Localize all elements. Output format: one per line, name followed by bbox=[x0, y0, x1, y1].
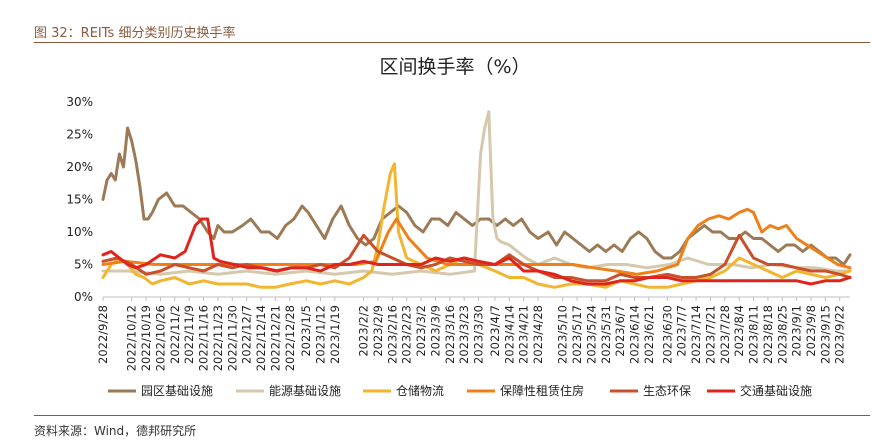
x-tick-label: 2023/7/14 bbox=[689, 305, 703, 364]
series-lines bbox=[101, 110, 852, 289]
x-tick-label: 2023/5/24 bbox=[584, 305, 598, 364]
x-tick-label: 2023/9/8 bbox=[804, 305, 818, 357]
x-tick-label: 2023/6/7 bbox=[613, 305, 627, 357]
x-tick-label: 2023/4/21 bbox=[517, 305, 531, 364]
x-tick-label: 2023/7/7 bbox=[675, 305, 689, 357]
x-tick-label: 2023/7/21 bbox=[703, 305, 717, 364]
x-tick-label: 2023/6/14 bbox=[628, 305, 642, 364]
y-tick-label: 5% bbox=[74, 258, 93, 272]
x-tick-label: 2023/3/2 bbox=[414, 305, 428, 357]
legend-label: 园区基础设施 bbox=[141, 384, 213, 398]
x-tick-label: 2023/8/4 bbox=[732, 305, 746, 357]
legend-label: 能源基础设施 bbox=[269, 384, 341, 398]
series-line bbox=[101, 126, 852, 266]
x-tick-label: 2022/12/7 bbox=[240, 305, 254, 364]
x-tick-label: 2023/9/22 bbox=[833, 305, 847, 364]
x-tick-label: 2023/4/14 bbox=[502, 305, 516, 364]
caption-divider bbox=[34, 42, 870, 43]
x-tick-label: 2023/8/11 bbox=[747, 305, 761, 364]
x-tick-label: 2022/12/21 bbox=[268, 305, 282, 371]
legend-label: 仓储物流 bbox=[396, 383, 444, 398]
y-tick-label: 15% bbox=[66, 193, 93, 207]
x-tick-label: 2023/4/7 bbox=[488, 305, 502, 357]
legend-label: 生态环保 bbox=[643, 384, 691, 398]
y-tick-label: 25% bbox=[66, 128, 93, 142]
y-tick-label: 0% bbox=[74, 290, 93, 304]
x-tick-label: 2023/6/30 bbox=[660, 305, 674, 364]
y-tick-label: 20% bbox=[66, 160, 93, 174]
x-tick-label: 2022/10/19 bbox=[139, 305, 153, 371]
x-tick-label: 2023/2/9 bbox=[371, 305, 385, 357]
x-tick-label: 2023/5/17 bbox=[570, 305, 584, 364]
series-line bbox=[101, 233, 852, 283]
x-tick-label: 2022/12/14 bbox=[254, 305, 268, 371]
x-tick-label: 2023/3/30 bbox=[472, 305, 486, 364]
x-tick-label: 2023/1/5 bbox=[299, 305, 313, 357]
x-tick-label: 2022/11/9 bbox=[182, 305, 196, 364]
x-tick-label: 2023/9/1 bbox=[790, 305, 804, 357]
x-tick-label: 2023/5/31 bbox=[599, 305, 613, 364]
series-line bbox=[101, 207, 852, 276]
x-tick-label: 2022/11/16 bbox=[197, 305, 211, 371]
x-tick-label: 2023/2/2 bbox=[357, 305, 371, 357]
y-tick-label: 30% bbox=[66, 95, 93, 109]
x-tick-label: 2022/10/12 bbox=[125, 305, 139, 371]
x-tick-label: 2023/2/23 bbox=[400, 305, 414, 364]
y-tick-label: 10% bbox=[66, 225, 93, 239]
chart-title: 区间换手率（%） bbox=[379, 56, 530, 78]
x-tick-label: 2023/6/21 bbox=[642, 305, 656, 364]
x-tick-label: 2023/1/19 bbox=[328, 305, 342, 364]
x-tick-label: 2023/1/12 bbox=[314, 305, 328, 364]
legend-label: 交通基础设施 bbox=[740, 383, 812, 398]
series-line bbox=[101, 110, 852, 276]
legend: 园区基础设施 能源基础设施 仓储物流 保障性租赁住房 生态环保 交通基础设施 bbox=[108, 383, 812, 398]
x-tick-label: 2023/9/15 bbox=[818, 305, 832, 364]
x-tick-label: 2023/5/10 bbox=[556, 305, 570, 364]
x-tick-label: 2022/11/30 bbox=[225, 305, 239, 371]
footer-divider bbox=[34, 415, 870, 416]
x-tick-label: 2022/11/23 bbox=[211, 305, 225, 371]
x-tick-label: 2023/3/16 bbox=[443, 305, 457, 364]
series-line bbox=[101, 217, 852, 286]
x-tick-label: 2023/2/16 bbox=[385, 305, 399, 364]
x-tick-label: 2023/8/25 bbox=[775, 305, 789, 364]
figure-caption: 图 32：REITs 细分类别历史换手率 bbox=[34, 26, 236, 41]
legend-label: 保障性租赁住房 bbox=[500, 383, 584, 398]
x-tick-label: 2022/9/28 bbox=[96, 305, 110, 364]
x-tick-label: 2022/11/2 bbox=[168, 305, 182, 364]
x-tick-label: 2023/8/18 bbox=[761, 305, 775, 364]
x-tick-label: 2022/12/28 bbox=[283, 305, 297, 371]
source-note: 资料来源：Wind，德邦研究所 bbox=[34, 424, 197, 438]
x-tick-label: 2023/3/9 bbox=[428, 305, 442, 357]
x-tick-label: 2023/7/28 bbox=[718, 305, 732, 364]
axes: 0%5%10%15%20%25%30%2022/9/28 2022/10/12 20… bbox=[66, 95, 850, 371]
x-tick-label: 2023/4/28 bbox=[531, 305, 545, 364]
x-tick-label: 2023/3/23 bbox=[457, 305, 471, 364]
x-tick-label: 2022/10/26 bbox=[153, 305, 167, 371]
